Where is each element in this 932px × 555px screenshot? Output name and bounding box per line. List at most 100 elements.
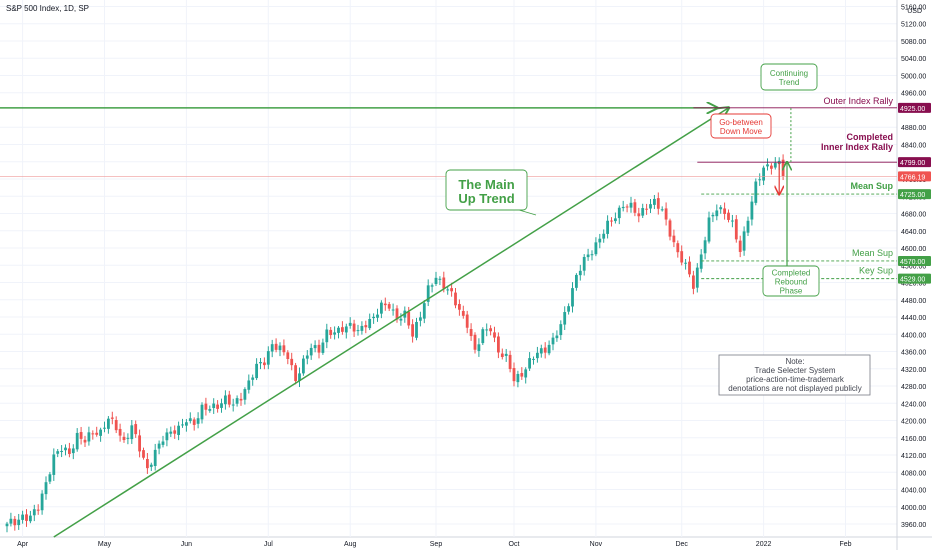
candle-body[interactable] — [122, 436, 126, 441]
candle-body[interactable] — [426, 285, 430, 302]
candle-body[interactable] — [543, 347, 547, 353]
candle-body[interactable] — [36, 509, 40, 511]
candle-body[interactable] — [99, 429, 102, 436]
candle-body[interactable] — [664, 208, 668, 220]
candle-body[interactable] — [734, 219, 738, 240]
candle-body[interactable] — [571, 288, 574, 307]
candle-body[interactable] — [169, 431, 173, 434]
candle-body[interactable] — [313, 345, 317, 349]
candle-body[interactable] — [614, 218, 617, 222]
candle-body[interactable] — [746, 220, 750, 233]
candle-body[interactable] — [60, 450, 63, 452]
candle-body[interactable] — [528, 358, 531, 369]
candle-body[interactable] — [138, 435, 141, 452]
candle-body[interactable] — [79, 432, 83, 439]
candle-body[interactable] — [192, 419, 196, 425]
candle-body[interactable] — [118, 428, 122, 436]
candle-body[interactable] — [17, 519, 21, 526]
candle-body[interactable] — [161, 441, 165, 445]
candle-body[interactable] — [5, 523, 9, 527]
candle-body[interactable] — [547, 344, 551, 354]
candle-body[interactable] — [325, 329, 329, 343]
candle-body[interactable] — [766, 164, 769, 167]
candle-body[interactable] — [723, 208, 726, 214]
candle-body[interactable] — [64, 447, 67, 451]
candle-body[interactable] — [68, 448, 71, 454]
candle-body[interactable] — [688, 261, 691, 275]
candle-body[interactable] — [274, 343, 278, 350]
rebound-callout-box[interactable] — [762, 265, 820, 297]
candle-body[interactable] — [450, 288, 453, 292]
candle-body[interactable] — [360, 325, 364, 331]
candle-body[interactable] — [653, 198, 656, 205]
candle-body[interactable] — [516, 373, 520, 383]
candle-body[interactable] — [676, 243, 680, 253]
candle-body[interactable] — [773, 162, 777, 168]
candle-body[interactable] — [485, 329, 489, 331]
candle-body[interactable] — [532, 358, 535, 360]
candle-body[interactable] — [157, 443, 161, 449]
candle-body[interactable] — [637, 213, 641, 217]
candle-body[interactable] — [602, 233, 606, 239]
candle-body[interactable] — [71, 448, 75, 454]
candle-body[interactable] — [196, 418, 200, 424]
candle-body[interactable] — [251, 377, 255, 380]
candle-body[interactable] — [52, 454, 56, 475]
candle-body[interactable] — [438, 278, 442, 280]
candle-body[interactable] — [212, 403, 216, 409]
candle-body[interactable] — [32, 509, 36, 516]
candle-body[interactable] — [434, 277, 438, 285]
candle-body[interactable] — [380, 302, 383, 314]
candle-body[interactable] — [621, 206, 625, 209]
candle-body[interactable] — [302, 358, 305, 374]
candle-body[interactable] — [590, 254, 594, 256]
candle-body[interactable] — [200, 404, 204, 420]
candle-body[interactable] — [407, 311, 411, 326]
candle-body[interactable] — [551, 337, 555, 345]
candle-body[interactable] — [493, 332, 496, 338]
candle-body[interactable] — [762, 167, 765, 181]
continuing-trend-callout-box[interactable] — [760, 63, 818, 91]
candle-body[interactable] — [430, 285, 434, 287]
candle-body[interactable] — [629, 202, 633, 208]
candle-body[interactable] — [606, 220, 609, 234]
candle-body[interactable] — [719, 207, 723, 210]
candle-body[interactable] — [227, 394, 231, 405]
candle-body[interactable] — [48, 474, 52, 482]
down-move-callout-box[interactable] — [710, 113, 772, 139]
candle-body[interactable] — [247, 380, 251, 390]
candle-body[interactable] — [259, 362, 262, 364]
candle-body[interactable] — [668, 220, 672, 237]
candle-body[interactable] — [695, 267, 699, 288]
candle-body[interactable] — [329, 329, 333, 336]
candle-body[interactable] — [294, 365, 297, 382]
candle-body[interactable] — [680, 251, 684, 263]
candle-body[interactable] — [707, 217, 711, 242]
candle-body[interactable] — [504, 353, 508, 356]
candle-body[interactable] — [130, 425, 134, 440]
candle-body[interactable] — [477, 344, 481, 351]
candle-body[interactable] — [649, 204, 652, 209]
candle-body[interactable] — [216, 404, 219, 409]
candle-body[interactable] — [266, 351, 270, 365]
candle-body[interactable] — [40, 493, 44, 511]
candle-body[interactable] — [500, 353, 504, 358]
candle-body[interactable] — [512, 368, 516, 382]
candle-body[interactable] — [454, 292, 457, 306]
candle-body[interactable] — [333, 332, 336, 335]
candle-body[interactable] — [235, 398, 239, 404]
candle-body[interactable] — [25, 514, 28, 521]
candle-body[interactable] — [368, 318, 372, 329]
candle-body[interactable] — [114, 420, 118, 431]
candle-body[interactable] — [598, 238, 602, 243]
candle-body[interactable] — [298, 373, 301, 382]
candle-body[interactable] — [153, 449, 157, 466]
candle-body[interactable] — [633, 202, 637, 213]
candle-body[interactable] — [395, 308, 399, 320]
candle-body[interactable] — [364, 325, 368, 328]
candle-body[interactable] — [44, 482, 48, 495]
candle-body[interactable] — [255, 363, 258, 379]
candle-body[interactable] — [758, 179, 762, 181]
candle-body[interactable] — [149, 464, 153, 467]
candle-body[interactable] — [83, 439, 87, 443]
